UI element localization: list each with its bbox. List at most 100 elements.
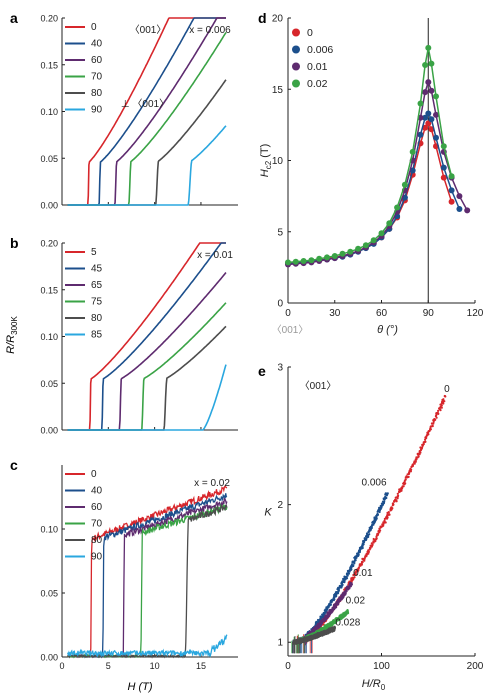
legend-label-0: 0: [91, 22, 97, 33]
data-point-0: [437, 409, 440, 412]
data-point-0: [431, 424, 434, 428]
data-point-0: [371, 543, 374, 546]
x-axis-label-sub: 0: [381, 683, 386, 692]
y-tick-label: 0.15: [40, 60, 58, 70]
x-tick-label: 30: [329, 308, 341, 319]
data-point-0.02: [292, 258, 299, 265]
data-point-0: [417, 455, 420, 458]
data-point-0.02: [378, 230, 385, 237]
data-point-0.006: [448, 187, 455, 194]
y-tick-label: 0.00: [40, 653, 58, 663]
legend-label-70: 70: [91, 72, 103, 83]
data-point-0.02: [386, 220, 393, 227]
y-tick-label: 0.00: [40, 201, 58, 211]
data-point-0.006: [456, 206, 463, 212]
data-point-0: [385, 517, 389, 520]
data-point-0.02: [428, 60, 435, 67]
data-point-0.006: [329, 603, 332, 606]
curve-label-0.028: 0.028: [335, 618, 360, 629]
data-point-0: [413, 461, 416, 464]
curve-label-0.02: 0.02: [346, 596, 366, 607]
data-point-0.02: [355, 245, 362, 252]
data-point-0: [401, 486, 404, 489]
legend-label-90: 90: [91, 552, 103, 563]
panel-letter-c: c: [10, 457, 18, 473]
data-point-0.01: [334, 605, 338, 609]
data-point-0: [397, 494, 400, 497]
legend-label-80: 80: [91, 88, 103, 99]
y-tick-label: 2: [277, 500, 283, 511]
data-point-0.02: [433, 93, 439, 100]
data-point-0.006: [343, 580, 346, 583]
data-point-0.006: [383, 500, 386, 503]
data-point-0.01: [345, 590, 348, 593]
legend-label-40: 40: [91, 486, 103, 497]
data-point-0: [391, 507, 394, 510]
data-point-0.02: [440, 143, 447, 150]
data-point-0: [356, 570, 359, 573]
legend-label-0: 0: [307, 27, 313, 39]
data-point-0.01: [350, 582, 353, 585]
data-point-0: [409, 470, 412, 473]
data-point-0: [378, 531, 381, 534]
data-point-0: [440, 406, 443, 409]
data-point-0: [384, 521, 387, 524]
panel-b: 0.00 0.05 0.10 0.15 0.20 5 45 65 75 80 85 x = 0.01: [40, 239, 238, 436]
legend-label-5: 5: [91, 247, 97, 258]
data-point-0.006: [385, 496, 388, 500]
data-point-0.02: [417, 100, 424, 107]
data-point-0.02: [448, 173, 455, 180]
panel-letter-d: d: [258, 10, 267, 26]
data-point-0: [432, 420, 435, 423]
data-point-0.006: [347, 572, 350, 575]
data-point-0.01: [348, 587, 351, 590]
data-point-0.02: [324, 627, 327, 631]
x-axis-label-main: H/R: [362, 678, 381, 690]
data-point-0: [429, 428, 432, 431]
data-point-0: [404, 478, 407, 481]
data-point-0.01: [319, 624, 322, 627]
series-line-5: [67, 242, 226, 431]
series-line-80: [67, 504, 228, 659]
y-tick-label: 20: [272, 14, 284, 25]
data-point-0: [367, 552, 370, 555]
data-point-0.006: [440, 164, 447, 171]
legend-label-60: 60: [91, 502, 103, 513]
y-axis-label-unit: (T): [259, 144, 271, 161]
legend-label-0.006: 0.006: [307, 44, 333, 56]
legend-marker-0.006: [292, 45, 300, 54]
y-tick-label: 0.05: [40, 154, 58, 164]
data-point-0: [434, 415, 437, 418]
series-line-0: [66, 485, 228, 659]
data-point-0: [436, 412, 440, 415]
legend-label-90: 90: [91, 105, 103, 116]
data-point-0.006: [355, 556, 358, 559]
data-point-0.006: [375, 517, 378, 520]
data-point-0: [395, 500, 398, 503]
data-point-0.02: [362, 242, 369, 249]
x-tick-label: 15: [196, 661, 206, 671]
data-point-0: [379, 529, 382, 532]
data-point-0: [398, 488, 401, 491]
data-point-0.02: [324, 254, 330, 261]
shared-y-axis-label: R/R300K: [5, 316, 19, 354]
data-point-0.006: [383, 498, 386, 501]
data-point-0.006: [364, 537, 367, 540]
legend-marker-0.02: [292, 79, 300, 88]
panel-a: 0.00 0.05 0.10 0.15 0.20 0 40 60 70 80 90 〈001〉 x = …: [40, 14, 238, 211]
data-point-0.006: [386, 492, 389, 495]
data-point-0.02: [346, 609, 349, 612]
data-point-0: [387, 510, 390, 514]
panel-letter-b: b: [10, 235, 19, 251]
data-point-0: [424, 438, 427, 441]
data-point-0.006: [316, 618, 320, 622]
data-point-0.02: [331, 253, 338, 259]
data-point-0: [369, 547, 372, 550]
data-point-0: [386, 513, 389, 516]
shared-x-axis-label: H (T): [127, 681, 152, 693]
legend-label-75: 75: [91, 297, 103, 308]
data-point-0: [443, 394, 446, 398]
data-point-0: [392, 503, 395, 506]
data-point-0: [352, 577, 355, 580]
legend-label-45: 45: [91, 264, 103, 275]
